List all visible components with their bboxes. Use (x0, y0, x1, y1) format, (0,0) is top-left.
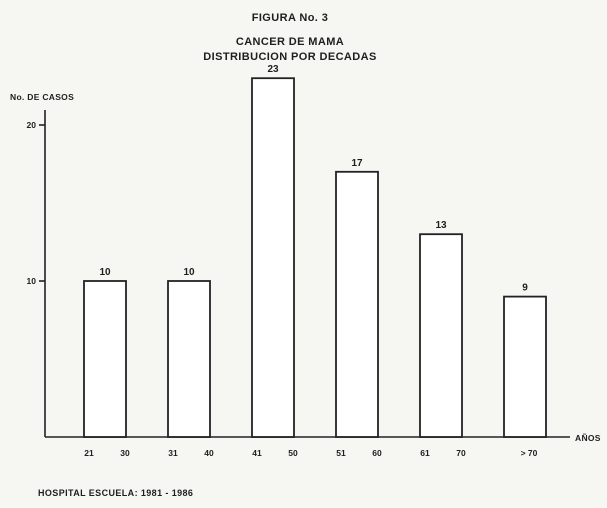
x-axis-label: AÑOS (575, 433, 601, 443)
x-tick-label-5-end: 70 (456, 448, 466, 458)
chart-subtitle: DISTRIBUCION POR DECADAS (203, 51, 376, 63)
x-tick-label-3-start: 41 (252, 448, 262, 458)
x-tick-labels: 21 30 31 40 41 50 51 60 61 70 > 70 (84, 448, 537, 458)
x-tick-label-6: > 70 (521, 448, 538, 458)
value-label-3: 23 (267, 64, 279, 75)
x-tick-label-4-end: 60 (372, 448, 382, 458)
value-label-2: 10 (183, 267, 195, 278)
bar-5 (419, 233, 463, 438)
value-label-1: 10 (99, 267, 111, 278)
x-tick-label-1-end: 30 (120, 448, 130, 458)
value-labels: 10 10 23 17 13 9 (99, 64, 528, 293)
x-tick-label-4-start: 51 (336, 448, 346, 458)
bar-3 (251, 77, 295, 438)
bar-2 (167, 280, 211, 438)
x-tick-label-2-start: 31 (168, 448, 178, 458)
y-axis-label: No. DE CASOS (10, 92, 74, 102)
y-tick-label-10: 10 (27, 276, 37, 286)
value-label-6: 9 (522, 283, 528, 294)
y-ticks: 10 20 (27, 120, 45, 286)
chart-title: CANCER DE MAMA (236, 36, 344, 48)
x-tick-label-2-end: 40 (204, 448, 214, 458)
bar-4 (335, 170, 379, 438)
x-tick-label-1-start: 21 (84, 448, 94, 458)
bars (83, 77, 547, 438)
bar-6 (503, 295, 547, 438)
x-tick-label-5-start: 61 (420, 448, 430, 458)
y-tick-label-20: 20 (27, 120, 37, 130)
value-label-5: 13 (435, 220, 447, 231)
figure-label: FIGURA No. 3 (252, 12, 329, 24)
x-tick-label-3-end: 50 (288, 448, 298, 458)
source-note: HOSPITAL ESCUELA: 1981 - 1986 (38, 488, 193, 498)
value-label-4: 17 (351, 158, 363, 169)
bar-1 (83, 280, 127, 438)
